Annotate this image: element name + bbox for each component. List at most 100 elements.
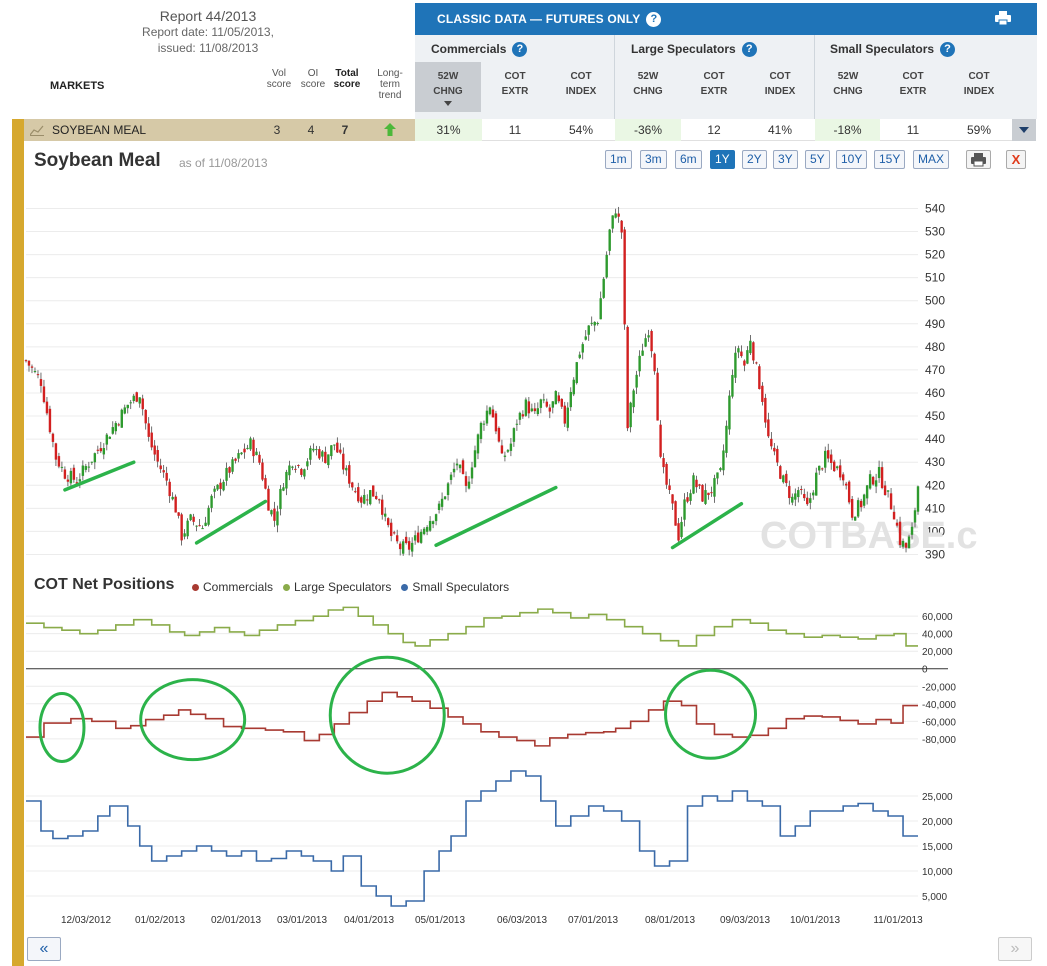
candle [530,408,534,412]
legend-small-speculators[interactable]: Small Speculators [401,580,509,594]
total-score-header[interactable]: Total score [333,68,361,90]
candle [434,514,438,522]
close-chart-button[interactable]: X [1006,150,1026,169]
next-period-button[interactable]: » [998,937,1032,961]
candle [354,491,357,493]
col-large-cot-extr[interactable]: COT EXTR [700,71,728,97]
candle [680,521,683,538]
range-3m-button[interactable]: 3m [640,150,667,169]
candle [431,521,435,525]
candle [333,444,336,446]
candle [60,466,64,468]
candle [761,385,764,402]
range-6m-button[interactable]: 6m [675,150,702,169]
col-comm-52w-chng[interactable]: 52W CHNG [415,62,481,112]
chevron-down-icon [1019,127,1029,133]
candle [590,322,593,324]
candle [282,487,285,491]
candle [156,450,159,462]
candle [452,468,456,473]
range-3y-button[interactable]: 3Y [773,150,798,169]
candle [171,496,174,500]
candle [539,399,543,408]
candle [614,213,617,218]
price-tick-label: 520 [925,248,945,262]
range-5y-button[interactable]: 5Y [805,150,830,169]
candle [138,397,141,404]
candle [285,471,288,489]
candle [243,448,246,453]
col-comm-cot-index[interactable]: COT INDEX [565,71,597,97]
small-spec-tick-label: 5,000 [922,892,947,903]
candle [659,424,662,457]
price-tick-label: 540 [925,201,945,215]
col-large-cot-index[interactable]: COT INDEX [764,71,796,97]
range-max-button[interactable]: MAX [913,150,950,169]
range-2y-button[interactable]: 2Y [742,150,767,169]
help-icon[interactable]: ? [512,42,528,58]
oi-score-header[interactable]: OI score [300,68,326,90]
market-row[interactable]: SOYBEAN MEAL 3 4 7 [24,119,415,141]
candle [782,475,785,483]
candle [446,483,450,496]
candle [835,466,839,469]
candle [476,434,480,454]
candle [779,466,782,479]
col-small-52w-chng[interactable]: 52W CHNG [833,71,863,97]
range-1y-button[interactable]: 1Y [710,150,735,169]
vol-score-header[interactable]: Vol score [266,68,292,90]
candle [584,336,587,340]
candle [578,354,581,358]
prev-period-button[interactable]: « [27,937,61,961]
candle [605,254,608,278]
candle [527,401,531,414]
candle [54,443,58,460]
candle [168,481,171,497]
help-icon[interactable]: ? [741,42,757,58]
legend-large-speculators[interactable]: Large Speculators [283,580,391,594]
col-small-cot-extr[interactable]: COT EXTR [899,71,927,97]
range-15y-button[interactable]: 15Y [874,150,906,169]
candle [689,493,692,501]
col-large-52w-chng[interactable]: 52W CHNG [633,71,663,97]
candle [838,465,842,478]
candle [276,511,279,526]
price-tick-label: 410 [925,501,945,515]
price-tick-label: 450 [925,409,945,423]
price-tick-label: 480 [925,340,945,354]
print-chart-button[interactable] [966,150,991,169]
legend-commercials[interactable]: Commercials [192,580,273,594]
range-1m-button[interactable]: 1m [605,150,632,169]
expand-row-button[interactable] [1012,119,1036,141]
cot-tick-label: -80,000 [922,735,956,746]
col-comm-cot-extr[interactable]: COT EXTR [501,71,529,97]
small-speculators-line [26,770,918,907]
candle [45,401,49,414]
candle [871,476,875,485]
candle [665,463,668,485]
candle [827,450,830,459]
candle [572,379,575,395]
candle [261,462,264,480]
col-small-cot-index[interactable]: COT INDEX [963,71,995,97]
range-10y-button[interactable]: 10Y [836,150,868,169]
candle [737,348,740,353]
long-term-trend-header[interactable]: Long-term trend [377,68,403,101]
large-52w-chng: -36% [615,119,681,141]
candle [473,450,477,468]
candle [806,497,809,505]
help-icon[interactable]: ? [940,42,956,58]
help-icon[interactable]: ? [646,12,662,28]
candle [225,467,228,481]
candle [746,350,749,364]
print-icon[interactable] [995,11,1011,25]
candle [123,407,126,414]
candle [656,372,659,421]
candle [449,474,453,480]
market-name[interactable]: SOYBEAN MEAL [52,123,147,137]
group-small-speculators: Small Speculators? [830,42,956,58]
candle [497,427,501,442]
cot-tick-label: -60,000 [922,717,956,728]
candle [686,497,689,502]
